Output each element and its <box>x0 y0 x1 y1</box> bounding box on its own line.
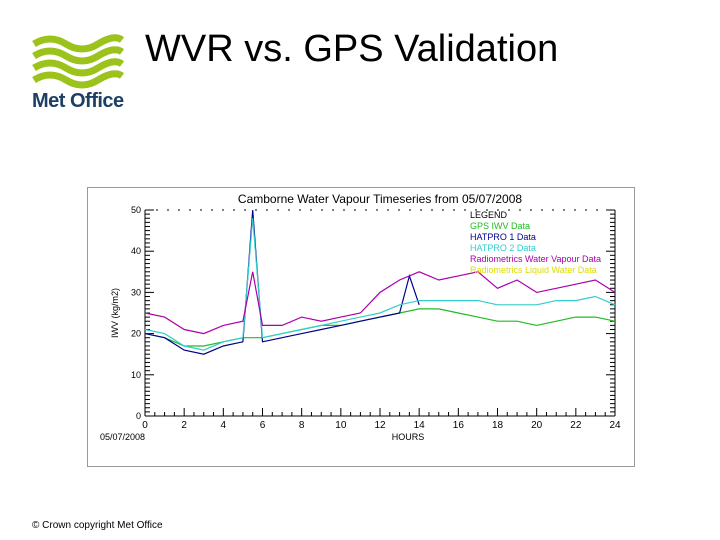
x-tick-label: 10 <box>335 420 347 431</box>
x-tick-label: 20 <box>531 420 543 431</box>
x-tick-label: 6 <box>260 420 266 431</box>
x-tick-label: 12 <box>374 420 386 431</box>
chart-title: Camborne Water Vapour Timeseries from 05… <box>238 192 522 206</box>
x-tick-label: 24 <box>609 420 621 431</box>
met-office-logo: Met Office <box>30 32 125 117</box>
legend-title: LEGEND <box>470 210 508 220</box>
legend-entry: Radiometrics Liquid Water Data <box>470 265 597 275</box>
slide-title: WVR vs. GPS Validation <box>145 28 559 70</box>
y-tick-label: 0 <box>136 411 141 421</box>
legend-entry: GPS IWV Data <box>470 221 530 231</box>
x-tick-label: 8 <box>299 420 305 431</box>
water-vapour-chart: Camborne Water Vapour Timeseries from 05… <box>100 192 621 442</box>
x-tick-label: 4 <box>221 420 227 431</box>
copyright-notice: © Crown copyright Met Office <box>32 520 163 531</box>
legend-entry: Radiometrics Water Vapour Data <box>470 254 601 264</box>
series-line-4 <box>144 271 616 335</box>
legend-entry: HATPRO 2 Data <box>470 243 536 253</box>
chart-frame: Camborne Water Vapour Timeseries from 05… <box>87 187 635 467</box>
x-tick-label: 16 <box>453 420 465 431</box>
met-office-wave-icon <box>32 34 125 89</box>
x-tick-label: 14 <box>414 420 426 431</box>
x-start-date-label: 05/07/2008 <box>100 432 145 442</box>
x-tick-label: 18 <box>492 420 504 431</box>
y-axis-label: IWV (kg/m2) <box>110 288 120 338</box>
x-tick-label: 2 <box>181 420 187 431</box>
y-tick-label: 40 <box>131 246 141 256</box>
x-tick-label: 0 <box>142 420 148 431</box>
y-tick-label: 10 <box>131 370 141 380</box>
y-tick-label: 50 <box>131 205 141 215</box>
y-tick-label: 30 <box>131 287 141 297</box>
x-axis-label: HOURS <box>392 432 425 442</box>
legend-entry: HATPRO 1 Data <box>470 232 536 242</box>
series-line-2 <box>144 209 420 355</box>
series-line-3 <box>144 218 616 351</box>
logo-text: Met Office <box>32 90 124 112</box>
y-tick-label: 20 <box>131 329 141 339</box>
series-line-1 <box>144 308 616 347</box>
x-tick-label: 22 <box>570 420 582 431</box>
